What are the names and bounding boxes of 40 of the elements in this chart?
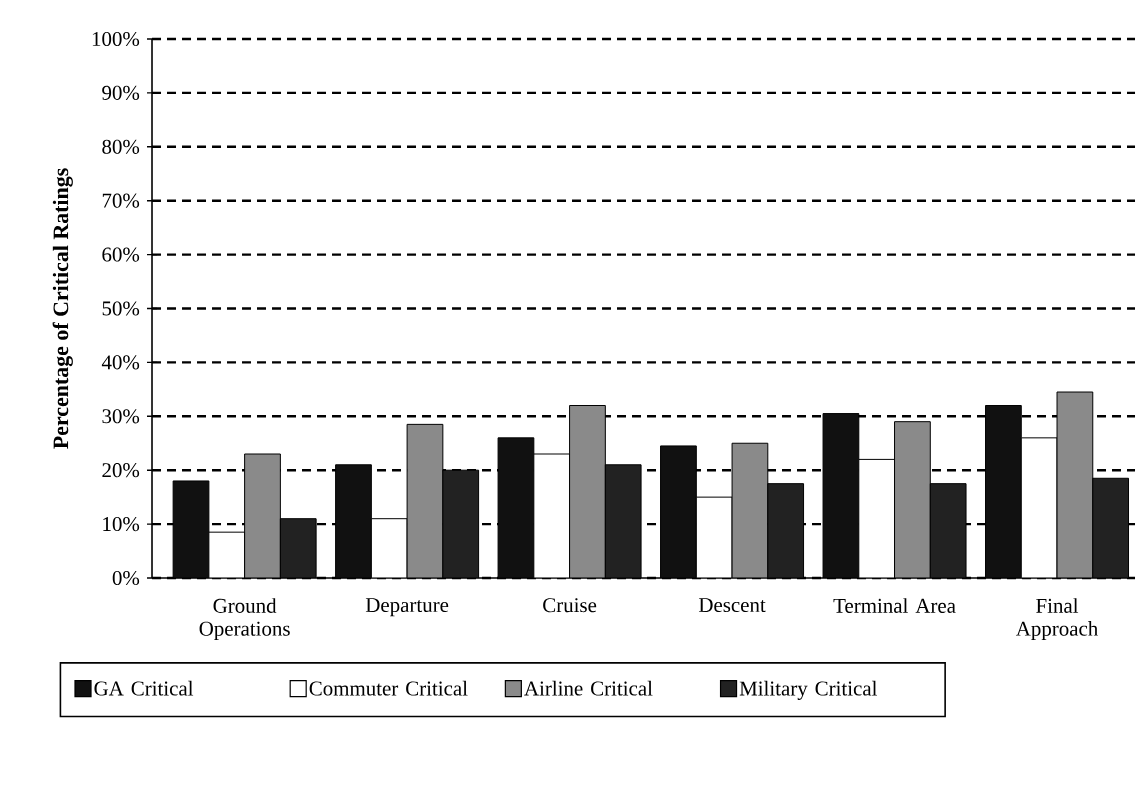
y-tick-label: 30% <box>102 409 140 424</box>
y-tick-label: 100% <box>92 31 140 47</box>
legend-label: Commuter Critical <box>309 680 468 696</box>
legend-label: Military Critical <box>739 680 878 700</box>
x-tick-label: Ground Operations <box>199 598 290 641</box>
bar <box>929 483 967 578</box>
bar <box>244 453 281 578</box>
bar <box>279 518 317 578</box>
legend-label: Airline Critical <box>524 680 653 696</box>
bar <box>731 442 769 578</box>
bar <box>497 437 535 578</box>
bar <box>1056 391 1094 578</box>
y-tick-label: 0% <box>112 570 140 586</box>
bar <box>442 469 480 578</box>
y-tick-label: 60% <box>102 247 140 262</box>
x-tick-label: Final Approach <box>1015 598 1098 641</box>
y-axis-title: Percentage of Critical Ratings <box>52 168 73 449</box>
bar <box>1092 477 1130 578</box>
bar <box>406 423 444 578</box>
bar <box>894 421 931 578</box>
bar <box>335 464 372 578</box>
y-tick-label: 50% <box>102 301 140 316</box>
legend-label: GA Critical <box>94 680 194 696</box>
x-tick-label: Cruise <box>543 598 597 613</box>
x-tick-label: Terminal Area <box>833 598 956 613</box>
y-tick-label: 10% <box>103 517 140 532</box>
bar <box>767 483 805 578</box>
bar <box>604 464 642 578</box>
bar <box>569 405 606 578</box>
y-tick-label: 70% <box>102 193 140 208</box>
y-tick-label: 20% <box>102 463 140 478</box>
bar <box>660 445 697 578</box>
bar <box>985 405 1022 578</box>
y-tick-label: 40% <box>101 355 140 370</box>
y-tick-label: 90% <box>102 85 140 100</box>
x-tick-label: Descent <box>698 598 766 613</box>
bar <box>822 413 860 578</box>
x-tick-label: Departure <box>365 598 449 617</box>
y-tick-label: 80% <box>102 139 140 154</box>
bar <box>172 480 210 578</box>
